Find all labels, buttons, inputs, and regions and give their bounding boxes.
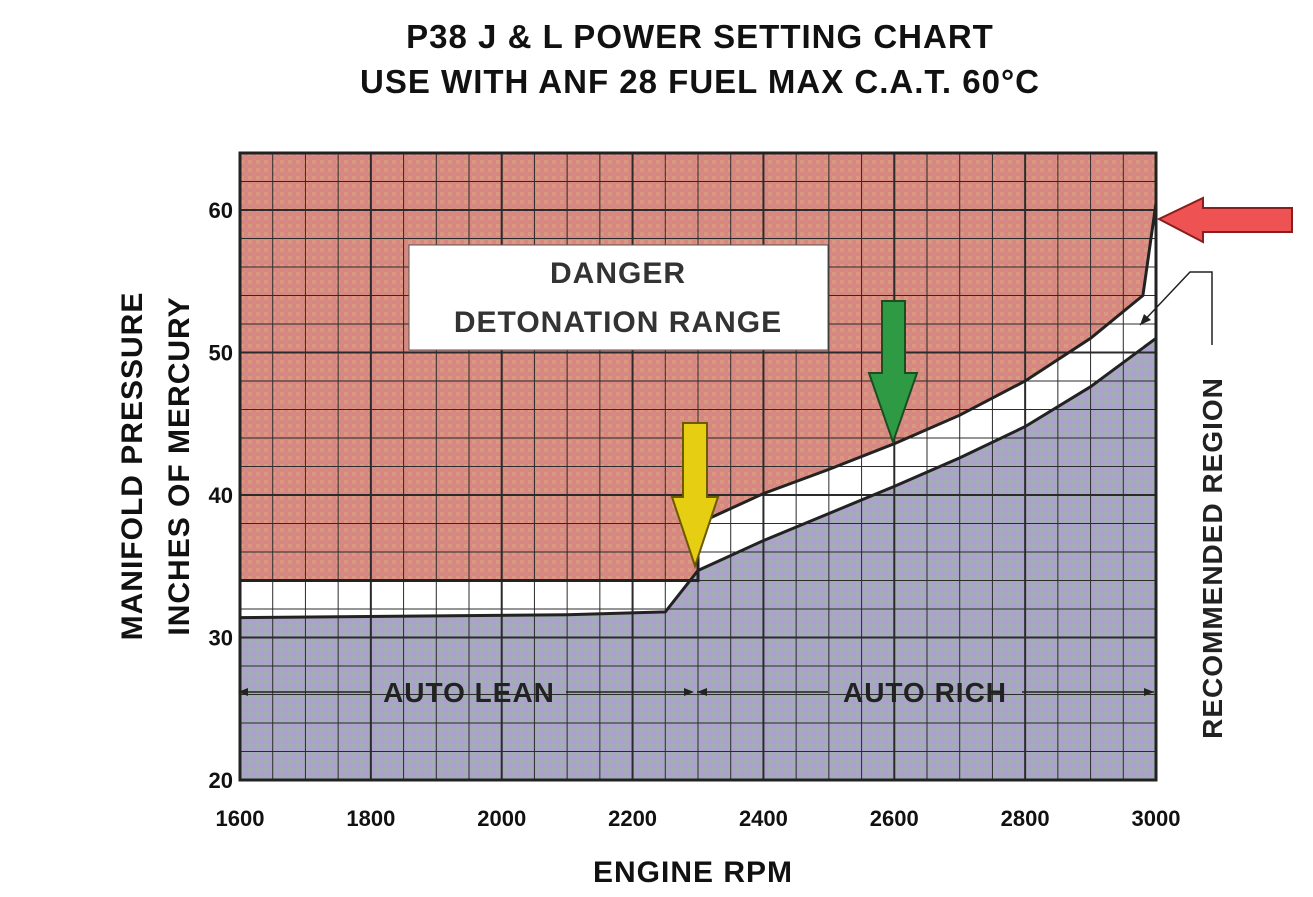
major-grid: [240, 153, 1156, 780]
plot-frame: [238, 151, 1158, 782]
lower-boundary-line: [240, 337, 1156, 620]
y-tick-label: 40: [209, 483, 233, 508]
y-axis-label-line1: MANIFOLD PRESSURE: [116, 292, 149, 641]
chart-title: P38 J & L POWER SETTING CHART: [406, 18, 994, 55]
y-axis-label-line2: INCHES OF MERCURY: [163, 296, 196, 635]
y-tick-label: 60: [209, 198, 233, 223]
x-axis-label: ENGINE RPM: [593, 856, 793, 889]
x-tick-labels: 1600 1800 2000 2200 2400 2600 2800 3000: [216, 806, 1181, 831]
x-tick-label: 2000: [477, 806, 526, 831]
y-tick-label: 30: [209, 626, 233, 651]
x-tick-label: 1800: [346, 806, 395, 831]
yellow-down-arrow: [670, 422, 720, 570]
y-tick-label: 20: [209, 768, 233, 793]
danger-label-box: DANGER DETONATION RANGE: [408, 244, 829, 351]
chart-subtitle: USE WITH ANF 28 FUEL MAX C.A.T. 60°C: [360, 63, 1040, 100]
x-tick-label: 2600: [870, 806, 919, 831]
x-tick-label: 2400: [739, 806, 788, 831]
x-tick-label: 2200: [608, 806, 657, 831]
auto-lean-annotation: AUTO LEAN: [238, 677, 694, 708]
x-tick-label: 2800: [1001, 806, 1050, 831]
detonation-range-label: DETONATION RANGE: [454, 306, 782, 339]
auto-lean-label: AUTO LEAN: [383, 677, 555, 708]
y-tick-labels: 20 30 40 50 60: [209, 198, 233, 793]
x-tick-label: 1600: [216, 806, 265, 831]
recommended-region-annotation: RECOMMENDED REGION: [1139, 271, 1228, 739]
red-left-arrow: [1156, 196, 1293, 244]
danger-label: DANGER: [550, 257, 686, 290]
recommended-region-label: RECOMMENDED REGION: [1197, 377, 1228, 739]
y-tick-label: 50: [209, 341, 233, 366]
x-tick-label: 3000: [1132, 806, 1181, 831]
green-down-arrow: [867, 300, 919, 446]
auto-rich-label: AUTO RICH: [843, 677, 1007, 708]
auto-rich-annotation: AUTO RICH: [697, 677, 1154, 708]
